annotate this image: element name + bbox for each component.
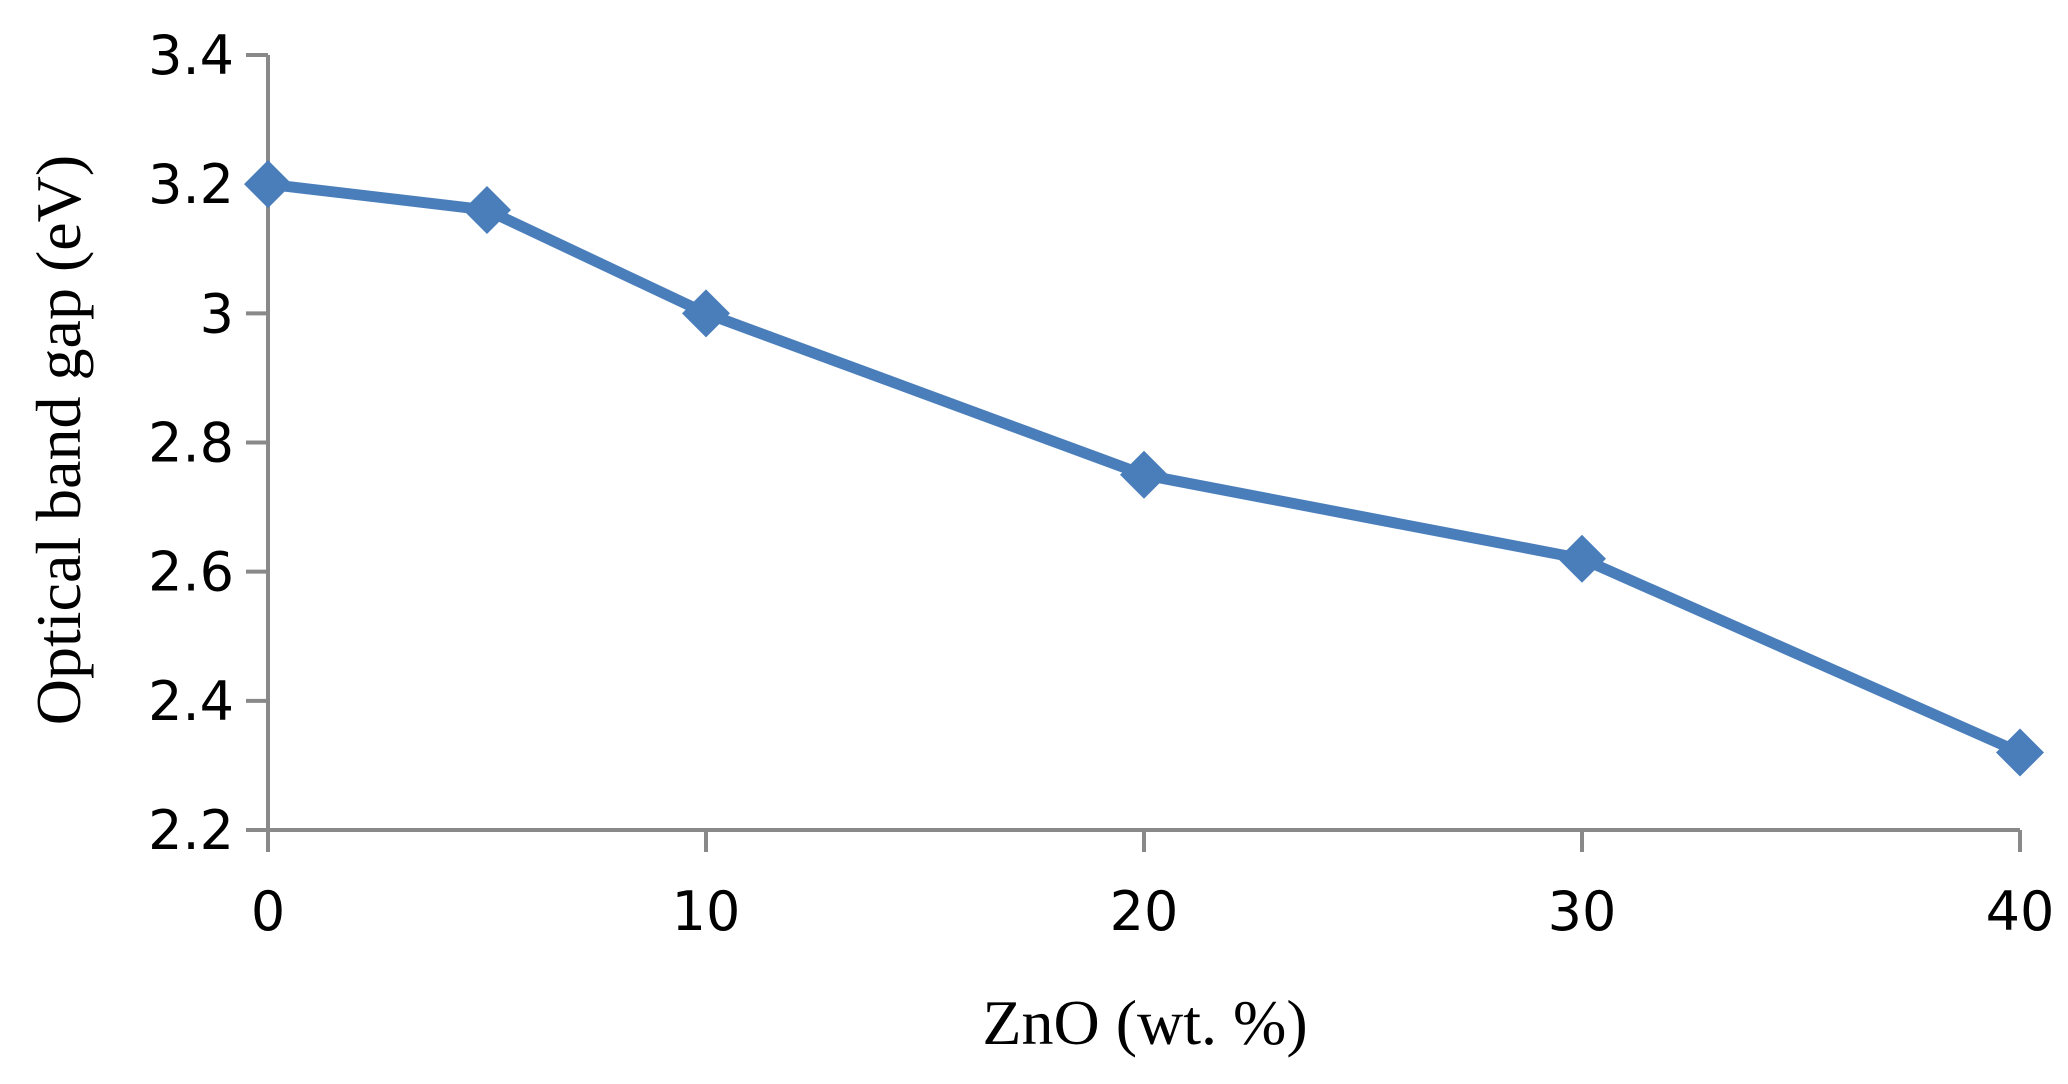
x-axis: 0 10 20 30 40: [251, 828, 2055, 943]
y-axis: 2.2 2.4 2.6 2.8 3 3.2 3.4: [148, 24, 270, 862]
y-tick-label: 3.2: [148, 153, 234, 216]
data-point-marker: [1120, 450, 1168, 499]
series-line: [262, 178, 2026, 758]
x-tick-label: 30: [1548, 880, 1617, 943]
data-point-marker: [244, 160, 292, 209]
x-tick-label: 20: [1110, 880, 1179, 943]
data-point-marker: [682, 289, 730, 338]
y-tick-label: 2.4: [148, 670, 234, 733]
x-tick-label: 0: [251, 880, 285, 943]
x-tick-label: 40: [1986, 880, 2055, 943]
y-tick-label: 3: [200, 282, 234, 345]
data-point-marker: [1558, 534, 1606, 583]
y-tick-label: 2.2: [148, 799, 234, 862]
series-layer: [244, 160, 2044, 777]
y-axis-title: Optical band gap (eV): [23, 155, 94, 725]
x-axis-title: ZnO (wt. %): [982, 987, 1307, 1058]
data-point-marker: [1996, 728, 2044, 777]
y-tick-label: 3.4: [148, 24, 234, 87]
y-tick-label: 2.6: [148, 541, 234, 604]
x-tick-label: 10: [672, 880, 741, 943]
data-point-marker: [463, 186, 511, 234]
y-tick-label: 2.8: [148, 412, 234, 475]
